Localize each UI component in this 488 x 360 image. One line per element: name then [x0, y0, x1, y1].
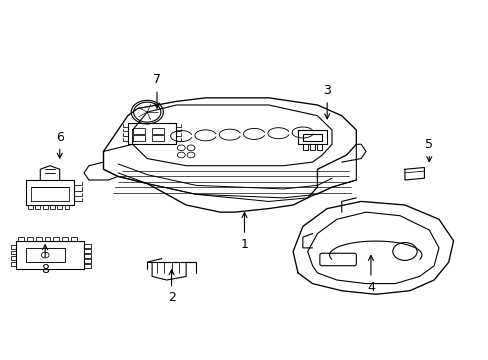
FancyBboxPatch shape: [319, 253, 356, 266]
Bar: [152, 128, 164, 134]
Text: 7: 7: [153, 73, 161, 108]
Text: 8: 8: [41, 245, 49, 276]
Text: 4: 4: [366, 256, 374, 294]
Text: 6: 6: [56, 131, 63, 158]
Text: 5: 5: [425, 138, 432, 162]
Text: 1: 1: [240, 213, 248, 251]
Bar: [132, 135, 144, 141]
Text: 2: 2: [167, 270, 175, 305]
Bar: [132, 128, 144, 134]
Bar: [152, 135, 164, 141]
Text: 3: 3: [323, 84, 330, 119]
